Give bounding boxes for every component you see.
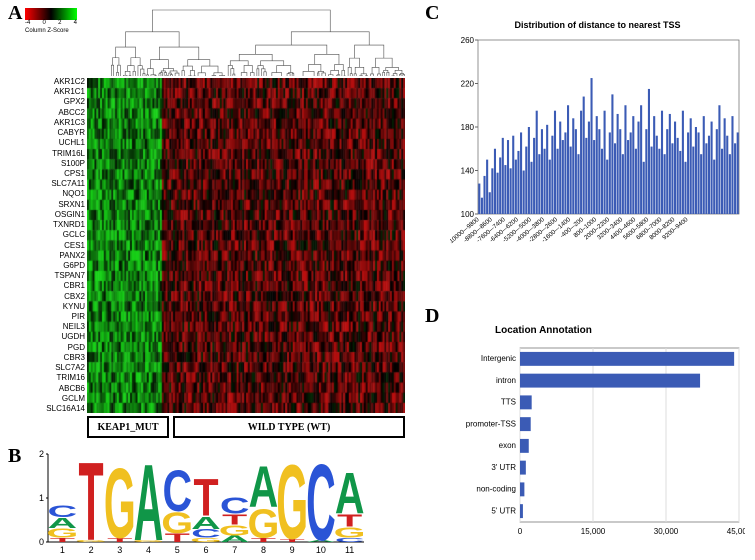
panel-d-label: D [425, 305, 439, 328]
group-boxes: KEAP1_MUT WILD TYPE (WT) [87, 416, 405, 438]
gene-row-label: KYNU [25, 303, 85, 311]
gene-row-label: TXNRD1 [25, 221, 85, 229]
svg-text:180: 180 [461, 123, 475, 132]
svg-text:T: T [193, 469, 218, 528]
seqlogo-svg: 012TGAC1GT2TG3GA4TGC5GCAT6AGTC7TGA8TG9AC… [28, 450, 368, 555]
gene-row-label: AKR1C2 [25, 78, 85, 86]
gene-row-label: UGDH [25, 333, 85, 341]
svg-text:5' UTR: 5' UTR [491, 506, 516, 515]
zscore-key: -4024 Column Z-Score [25, 8, 85, 48]
svg-text:9: 9 [290, 545, 295, 555]
gene-row-label: CBR3 [25, 354, 85, 362]
gene-row-label: UCHL1 [25, 139, 85, 147]
svg-text:G: G [276, 450, 308, 555]
svg-text:6: 6 [203, 545, 208, 555]
gene-row-label: ABCB6 [25, 385, 85, 393]
panel-c-title: Distribution of distance to nearest TSS [450, 20, 745, 30]
svg-text:0: 0 [39, 537, 44, 547]
gene-row-label: NEIL3 [25, 323, 85, 331]
gene-labels: AKR1C2 AKR1C1 GPX2 ABCC2 AKR1C3 CABYR UCHL1 TRI… [25, 78, 85, 413]
svg-text:C: C [48, 502, 78, 520]
svg-text:C: C [306, 450, 336, 555]
gene-row-label: TRIM16L [25, 150, 85, 158]
panel-b-seqlogo: 012TGAC1GT2TG3GA4TGC5GCAT6AGTC7TGA8TG9AC… [28, 450, 368, 555]
panel-d-barchart: Location Annotation 0 15,000 30,000 45,000 I… [450, 325, 745, 550]
heatmap [87, 78, 405, 413]
gene-row-label: CBR1 [25, 282, 85, 290]
svg-text:C: C [162, 458, 192, 524]
svg-text:C: C [220, 493, 250, 519]
gene-row-label: CPS1 [25, 170, 85, 178]
svg-text:1: 1 [39, 493, 44, 503]
svg-text:100: 100 [461, 210, 475, 219]
gene-row-label: CABYR [25, 129, 85, 137]
gene-row-label: SRXN1 [25, 201, 85, 209]
svg-text:intron: intron [496, 376, 516, 385]
group-box-wt: WILD TYPE (WT) [173, 416, 405, 438]
svg-text:1: 1 [60, 545, 65, 555]
svg-text:2: 2 [89, 545, 94, 555]
zscore-label: Column Z-Score [25, 28, 85, 34]
svg-text:Intergenic: Intergenic [481, 354, 516, 363]
group-box-mut: KEAP1_MUT [87, 416, 169, 438]
svg-text:2: 2 [39, 450, 44, 459]
svg-text:140: 140 [461, 167, 475, 176]
svg-text:A: A [134, 450, 164, 555]
panel-b-label: B [8, 445, 21, 468]
svg-text:0: 0 [518, 527, 523, 536]
svg-text:G: G [104, 450, 136, 555]
svg-text:10: 10 [316, 545, 326, 555]
gene-row-label: PANX2 [25, 252, 85, 260]
gene-row-label: S100P [25, 160, 85, 168]
panel-d-title: Location Annotation [495, 325, 745, 336]
panel-a-label: A [8, 2, 22, 25]
panel-c-label: C [425, 2, 439, 25]
gene-row-label: CBX2 [25, 293, 85, 301]
svg-text:T: T [79, 450, 104, 555]
gene-row-label: G6PD [25, 262, 85, 270]
svg-text:A: A [249, 453, 279, 519]
gene-row-label: NQO1 [25, 190, 85, 198]
gene-row-label: AKR1C1 [25, 88, 85, 96]
svg-text:5: 5 [175, 545, 180, 555]
gene-row-label: AKR1C3 [25, 119, 85, 127]
gene-row-label: SLC7A2 [25, 364, 85, 372]
svg-text:30,000: 30,000 [654, 527, 679, 536]
svg-text:11: 11 [345, 545, 354, 555]
svg-text:promoter-TSS: promoter-TSS [466, 419, 516, 428]
panel-a-heatmap: -4024 Column Z-Score AKR1C2 AKR1C1 GPX2 ABC… [25, 8, 405, 438]
gene-row-label: GPX2 [25, 98, 85, 106]
gene-row-label: SLC16A14 [25, 405, 85, 413]
gene-row-label: GCLC [25, 231, 85, 239]
svg-text:4: 4 [146, 545, 151, 555]
svg-text:260: 260 [461, 36, 475, 45]
gene-row-label: OSGIN1 [25, 211, 85, 219]
svg-text:3' UTR: 3' UTR [491, 463, 516, 472]
svg-text:45,000: 45,000 [727, 527, 745, 536]
gene-row-label: CES1 [25, 242, 85, 250]
dendrogram [110, 8, 405, 76]
svg-text:exon: exon [499, 441, 516, 450]
gene-row-label: GCLM [25, 395, 85, 403]
chart-d-svg: 0 15,000 30,000 45,000 Intergenic intron TTS pr… [450, 342, 745, 542]
zscore-ticks: -4024 [25, 20, 77, 26]
gene-row-label: PGD [25, 344, 85, 352]
svg-text:3: 3 [117, 545, 122, 555]
svg-text:15,000: 15,000 [581, 527, 606, 536]
gene-row-label: TSPAN7 [25, 272, 85, 280]
svg-text:8: 8 [261, 545, 266, 555]
svg-text:non-coding: non-coding [476, 485, 516, 494]
panel-c-barchart: Distribution of distance to nearest TSS … [450, 20, 745, 290]
svg-text:7: 7 [232, 545, 237, 555]
gene-row-label: ABCC2 [25, 109, 85, 117]
gene-row-label: TRIM16 [25, 374, 85, 382]
chart-c-svg: 100140180220260-10000–-9800-8800–-8600-7… [450, 34, 745, 284]
gene-row-label: SLC7A11 [25, 180, 85, 188]
gene-row-label: PIR [25, 313, 85, 321]
svg-text:220: 220 [461, 80, 475, 89]
svg-text:A: A [335, 460, 365, 526]
zscore-gradient [25, 8, 77, 20]
svg-text:TTS: TTS [501, 398, 516, 407]
